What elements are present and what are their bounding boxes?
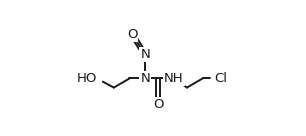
Text: O: O: [153, 98, 163, 111]
Text: HO: HO: [76, 72, 97, 85]
Text: N: N: [140, 48, 150, 61]
Text: Cl: Cl: [215, 72, 227, 85]
Text: NH: NH: [164, 72, 184, 85]
Text: O: O: [127, 28, 137, 41]
Text: N: N: [140, 72, 150, 85]
